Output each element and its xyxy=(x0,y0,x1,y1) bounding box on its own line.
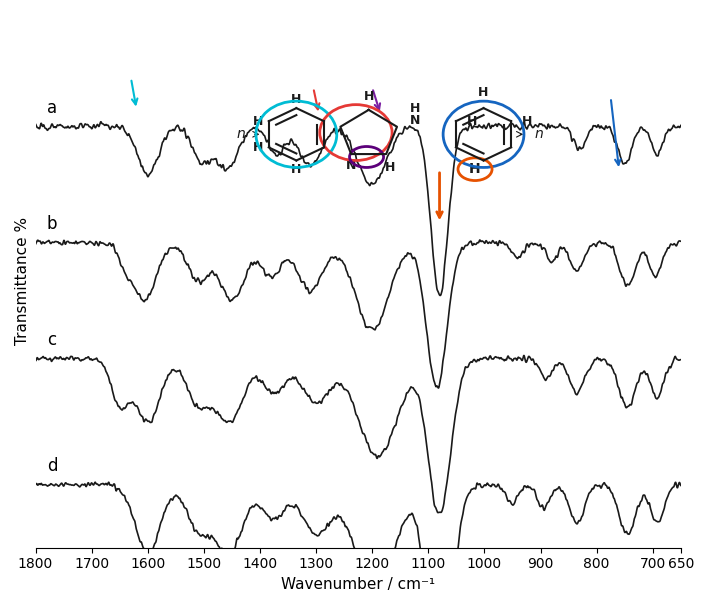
Text: n: n xyxy=(237,127,245,141)
Text: H: H xyxy=(291,163,301,175)
Text: H: H xyxy=(411,101,420,115)
Text: d: d xyxy=(47,457,57,475)
Y-axis label: Transmittance %: Transmittance % xyxy=(15,217,30,345)
Text: N: N xyxy=(346,159,357,172)
Text: H: H xyxy=(469,162,481,176)
Text: H: H xyxy=(522,115,532,127)
Text: n: n xyxy=(535,127,543,141)
Text: H: H xyxy=(385,161,396,174)
Text: H: H xyxy=(364,90,374,103)
Text: H: H xyxy=(253,115,263,127)
Text: H: H xyxy=(253,141,263,154)
Text: c: c xyxy=(47,331,56,349)
Text: H: H xyxy=(291,93,301,106)
Text: H: H xyxy=(479,86,489,100)
Text: b: b xyxy=(47,215,57,233)
Text: H: H xyxy=(467,115,477,127)
Text: a: a xyxy=(47,99,57,117)
X-axis label: Wavenumber / cm⁻¹: Wavenumber / cm⁻¹ xyxy=(281,577,435,592)
Text: N: N xyxy=(411,114,420,127)
